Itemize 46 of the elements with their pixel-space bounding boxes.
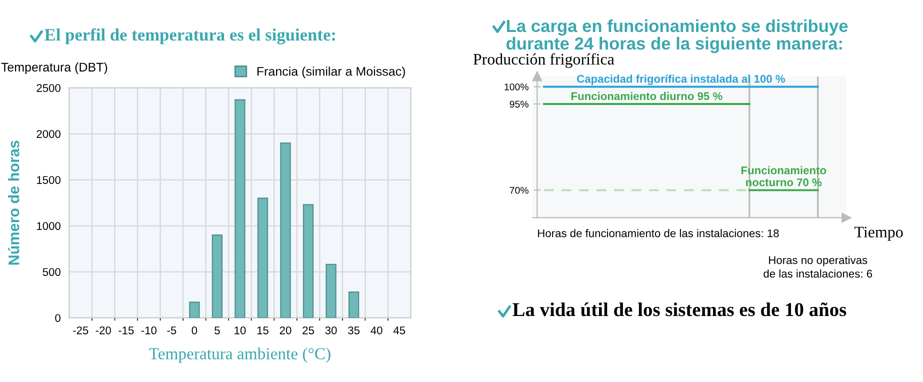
bar	[189, 302, 200, 318]
bar	[280, 142, 291, 318]
y-tick-label: 95%	[510, 100, 528, 108]
x-tick-label: 35	[348, 326, 360, 334]
bar	[257, 198, 268, 318]
bar	[212, 234, 223, 318]
series-label: Funcionamiento diurno 95 %	[572, 92, 722, 100]
y-tick-label: 70%	[510, 186, 528, 194]
x-tick-label: 40	[370, 326, 382, 334]
x-axis-title: Tiempo	[854, 226, 903, 241]
y-tick-label: 1000	[37, 222, 60, 230]
bar	[234, 99, 246, 318]
x-tick-label: 15	[257, 326, 268, 334]
x-tick-label: 25	[302, 326, 314, 334]
text: Horas no operativas de las instalaciones: 6	[764, 256, 872, 278]
chart-title: El perfil de temperatura es el siguiente:	[44, 28, 335, 44]
bar	[326, 264, 336, 318]
text: Temperatura (DBT)	[1, 62, 108, 74]
x-tick-label: 10	[234, 326, 246, 334]
series-label: Capacidad frigorífica instalada al 100 %	[577, 74, 785, 86]
y-tick-label: 100%	[504, 83, 528, 90]
y-tick-label: 1500	[37, 176, 60, 184]
series-label: Funcionamiento nocturno 70 %	[741, 166, 826, 186]
x-tick-label: -25	[73, 326, 88, 334]
x-tick-label: 20	[280, 326, 292, 334]
x-tick-label: 0	[192, 326, 198, 334]
x-tick-label: -20	[96, 326, 111, 334]
y-tick-label: 0	[55, 314, 60, 322]
y-axis-title: Número de horas	[8, 140, 20, 265]
x-tick-label: 45	[393, 326, 406, 334]
legend-label: Francia (similar a Moissac)	[257, 66, 405, 78]
x-tick-label: 5	[214, 326, 220, 334]
x-axis-title: Temperatura ambiente (°C)	[149, 348, 330, 363]
x-tick-label: -5	[167, 326, 176, 334]
bar	[302, 204, 314, 318]
bar	[348, 292, 360, 318]
x-tick-label: -10	[141, 326, 157, 334]
y-tick-label: 2000	[36, 130, 60, 138]
y-tick-label: 500	[42, 268, 60, 276]
text: La vida útil de los sistemas es de 10 años	[512, 302, 846, 316]
x-tick-label: -15	[118, 326, 134, 334]
x-tick-label: 30	[325, 326, 337, 334]
chart-title: La carga en funcionamiento se distribuye durante 24 horas de la siguiente manera:	[506, 19, 848, 54]
y-axis-title: Producción frigorífica	[473, 53, 614, 68]
text: Horas de funcionamiento de las instalaciones: 18	[538, 229, 779, 238]
y-tick-label: 2500	[36, 84, 60, 92]
